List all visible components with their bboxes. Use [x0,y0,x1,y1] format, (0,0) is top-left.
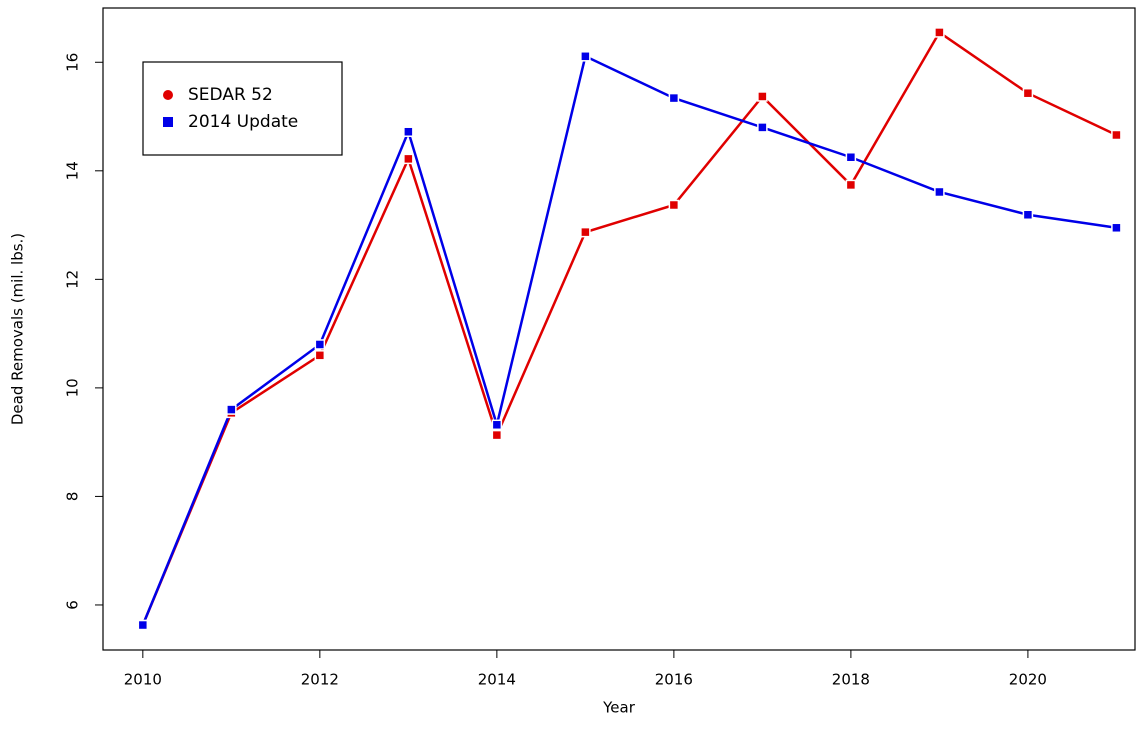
data-point [757,91,768,102]
data-point [668,199,680,211]
data-point [137,619,149,631]
y-tick-label: 12 [64,270,82,289]
data-point [1111,129,1122,141]
x-tick-label: 2016 [655,671,693,689]
y-tick-label: 10 [64,378,82,397]
data-point [1022,209,1034,221]
data-point [1111,222,1122,234]
data-point [934,27,945,38]
x-tick-label: 2018 [832,671,870,689]
x-tick-label: 2014 [478,671,516,689]
data-point [491,419,503,431]
plot-frame [102,7,1136,651]
data-point [580,51,591,62]
data-point [934,186,945,198]
legend-marker [163,90,173,100]
legend-box [142,61,343,156]
y-tick-label: 8 [64,492,82,502]
data-point [491,429,503,441]
x-tick-label: 2010 [124,671,162,689]
legend-label: 2014 Update [188,112,298,132]
data-point [757,122,768,133]
x-tick-label: 2012 [301,671,339,689]
legend-label: SEDAR 52 [188,85,273,105]
data-point [845,151,857,163]
data-point [403,126,414,137]
data-point [845,179,857,191]
data-point [403,153,414,165]
y-axis-label: Dead Removals (mil. lbs.) [9,233,27,425]
x-tick-label: 2020 [1009,671,1047,689]
y-tick-label: 16 [64,53,82,72]
y-tick-label: 6 [64,600,82,610]
legend-marker [163,117,173,127]
data-point [580,226,591,238]
data-point [1022,87,1034,99]
series-line [141,30,1117,626]
data-point [668,92,680,104]
data-point [314,350,326,361]
series-line [141,54,1117,626]
x-axis-label: Year [602,699,636,717]
y-tick-label: 14 [64,161,82,180]
data-point [314,339,326,350]
data-point [226,404,237,415]
